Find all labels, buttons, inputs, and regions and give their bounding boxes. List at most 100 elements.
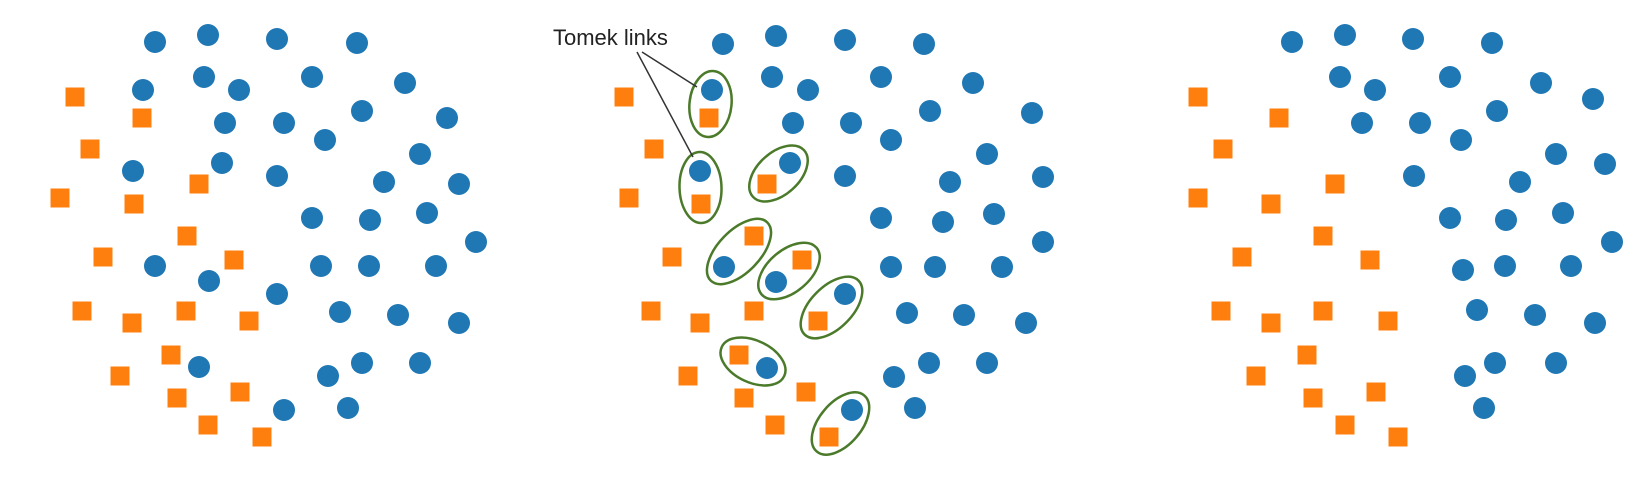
majority-point bbox=[337, 397, 359, 419]
minority-point bbox=[1335, 415, 1355, 435]
majority-point bbox=[1403, 165, 1425, 187]
majority-point bbox=[1452, 259, 1474, 281]
panel-tomek-links: Tomek links bbox=[553, 25, 1054, 456]
majority-point bbox=[953, 304, 975, 326]
majority-point bbox=[1560, 255, 1582, 277]
tomek-link-ring bbox=[688, 69, 733, 139]
minority-point bbox=[198, 415, 218, 435]
minority-point bbox=[1261, 313, 1281, 333]
majority-point bbox=[939, 171, 961, 193]
majority-point bbox=[880, 129, 902, 151]
minority-point bbox=[239, 311, 259, 331]
majority-point bbox=[1364, 79, 1386, 101]
minority-point bbox=[1360, 250, 1380, 270]
tomek-links-annotation: Tomek links bbox=[553, 25, 698, 158]
majority-point bbox=[870, 207, 892, 229]
majority-point bbox=[351, 100, 373, 122]
majority-point bbox=[1466, 299, 1488, 321]
majority-point bbox=[834, 165, 856, 187]
minority-point bbox=[230, 382, 250, 402]
majority-point bbox=[266, 283, 288, 305]
majority-point bbox=[834, 283, 856, 305]
tomek-link-ring bbox=[799, 275, 864, 340]
minority-point bbox=[1366, 382, 1386, 402]
minority-point bbox=[252, 427, 272, 447]
minority-point bbox=[744, 226, 764, 246]
majority-point bbox=[883, 366, 905, 388]
majority-point bbox=[273, 112, 295, 134]
majority-point bbox=[765, 25, 787, 47]
majority-point bbox=[689, 160, 711, 182]
majority-point bbox=[1032, 166, 1054, 188]
majority-point bbox=[896, 302, 918, 324]
majority-point bbox=[712, 33, 734, 55]
majority-point bbox=[1530, 72, 1552, 94]
minority-point bbox=[132, 108, 152, 128]
majority-point bbox=[1509, 171, 1531, 193]
majority-point bbox=[346, 32, 368, 54]
majority-point bbox=[1545, 352, 1567, 374]
annotation-leader-line-top bbox=[641, 51, 698, 88]
majority-point bbox=[1015, 312, 1037, 334]
majority-point bbox=[1334, 24, 1356, 46]
tomek-link-ring bbox=[810, 391, 871, 456]
majority-point bbox=[913, 33, 935, 55]
majority-point bbox=[1439, 66, 1461, 88]
majority-point bbox=[1409, 112, 1431, 134]
majority-point bbox=[1552, 202, 1574, 224]
minority-point bbox=[224, 250, 244, 270]
majority-point bbox=[1495, 209, 1517, 231]
minority-point bbox=[792, 250, 812, 270]
majority-point bbox=[1329, 66, 1351, 88]
majority-point bbox=[976, 352, 998, 374]
majority-point bbox=[214, 112, 236, 134]
majority-point bbox=[228, 79, 250, 101]
minority-point bbox=[177, 226, 197, 246]
majority-point bbox=[983, 203, 1005, 225]
minority-point bbox=[1325, 174, 1345, 194]
minority-point bbox=[167, 388, 187, 408]
majority-point bbox=[1481, 32, 1503, 54]
tomek-link-ring bbox=[757, 241, 821, 301]
minority-point bbox=[1378, 311, 1398, 331]
majority-point bbox=[880, 256, 902, 278]
minority-point bbox=[161, 345, 181, 365]
majority-point bbox=[409, 143, 431, 165]
markers-original bbox=[50, 24, 487, 447]
majority-point bbox=[193, 66, 215, 88]
minority-point bbox=[619, 188, 639, 208]
minority-point bbox=[1303, 388, 1323, 408]
minority-point bbox=[678, 366, 698, 386]
majority-point bbox=[1584, 312, 1606, 334]
minority-point bbox=[65, 87, 85, 107]
minority-point bbox=[1313, 301, 1333, 321]
majority-point bbox=[782, 112, 804, 134]
minority-point bbox=[690, 313, 710, 333]
minority-point bbox=[80, 139, 100, 159]
majority-point bbox=[317, 365, 339, 387]
majority-point bbox=[301, 66, 323, 88]
annotation-leader-line-bottom bbox=[636, 51, 694, 158]
majority-point bbox=[924, 256, 946, 278]
majority-point bbox=[266, 28, 288, 50]
majority-point bbox=[359, 209, 381, 231]
majority-point bbox=[448, 312, 470, 334]
majority-point bbox=[1486, 100, 1508, 122]
majority-point bbox=[358, 255, 380, 277]
majority-point bbox=[132, 79, 154, 101]
minority-point bbox=[124, 194, 144, 214]
majority-point bbox=[329, 301, 351, 323]
minority-point bbox=[691, 194, 711, 214]
majority-point bbox=[870, 66, 892, 88]
majority-point bbox=[1594, 153, 1616, 175]
majority-point bbox=[387, 304, 409, 326]
minority-point bbox=[122, 313, 142, 333]
minority-point bbox=[1211, 301, 1231, 321]
majority-point bbox=[373, 171, 395, 193]
majority-point bbox=[409, 352, 431, 374]
markers-cleaned bbox=[1188, 24, 1623, 447]
annotation-label: Tomek links bbox=[553, 25, 668, 50]
minority-point bbox=[93, 247, 113, 267]
minority-point bbox=[662, 247, 682, 267]
majority-point bbox=[1450, 129, 1472, 151]
